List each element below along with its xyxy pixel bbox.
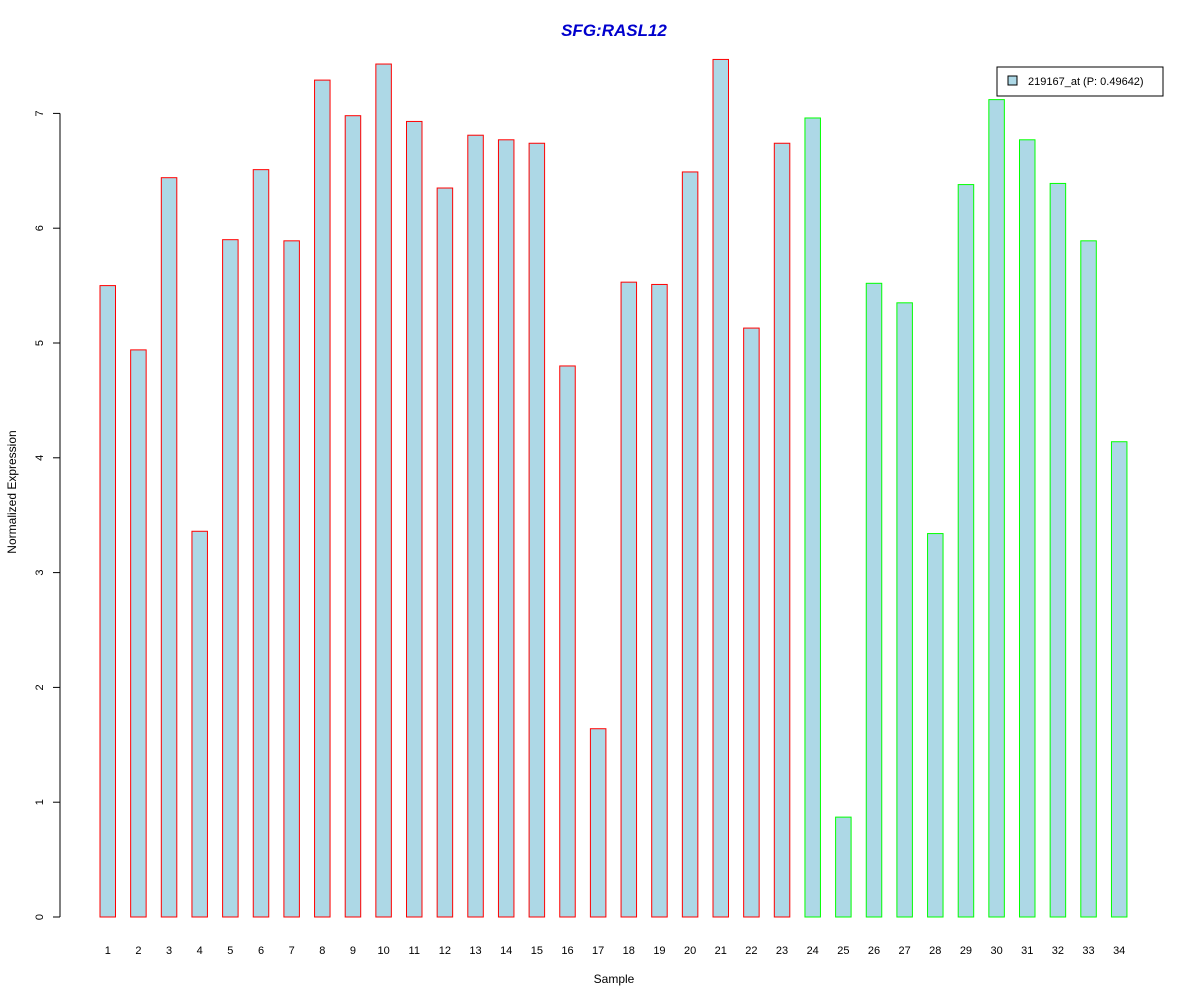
x-tick-label: 27	[899, 945, 911, 957]
y-tick-label: 1	[34, 799, 46, 805]
x-tick-label: 11	[409, 945, 420, 957]
bar-sample-26	[865, 282, 883, 918]
bar-sample-30	[988, 99, 1005, 918]
bar-sample-32	[1049, 182, 1067, 918]
x-tick-label: 33	[1082, 945, 1094, 957]
bar-sample-4	[191, 530, 208, 918]
x-axis-label: Sample	[594, 972, 635, 986]
bar-sample-14	[497, 139, 515, 918]
bar-sample-25	[835, 816, 852, 918]
x-tick-label: 16	[561, 945, 573, 957]
y-tick-label: 3	[34, 570, 46, 576]
legend-swatch	[1007, 75, 1018, 86]
x-tick-label: 3	[166, 945, 172, 957]
x-tick-label: 21	[715, 945, 727, 957]
bar-sample-23	[773, 142, 791, 918]
bar-sample-2	[130, 349, 147, 918]
x-tick-label: 20	[684, 945, 696, 957]
x-tick-labels: 1 2 3 4 5 6 7 8 9 10 11 12 13 14 15 16 17 18 19 20 21 22 23 24 2…	[105, 945, 1126, 957]
chart-title: SFG:RASL12	[561, 21, 667, 40]
bar-sample-29	[957, 184, 975, 918]
bar-sample-19	[651, 283, 668, 918]
x-tick-label: 29	[960, 945, 972, 957]
y-tick-label: 4	[34, 455, 46, 461]
x-tick-label: 8	[319, 945, 325, 957]
y-axis-label: Normalized Expression	[5, 430, 19, 553]
x-tick-label: 14	[500, 945, 512, 957]
x-tick-label: 17	[592, 945, 604, 957]
x-tick-label: 4	[197, 945, 203, 957]
legend-label: 219167_at (P: 0.49642)	[1028, 76, 1144, 88]
x-tick-label: 28	[929, 945, 941, 957]
bar-sample-8	[314, 79, 331, 918]
x-tick-label: 24	[807, 945, 819, 957]
x-tick-label: 15	[531, 945, 543, 957]
bar-sample-24	[804, 117, 821, 918]
bar-sample-22	[743, 327, 760, 918]
x-tick-label: 9	[350, 945, 356, 957]
bar-sample-28	[927, 533, 944, 918]
x-tick-label: 25	[837, 945, 849, 957]
bar-sample-33	[1080, 240, 1097, 918]
bar-sample-6	[252, 169, 270, 918]
bars-group	[99, 58, 1128, 918]
bar-sample-11	[406, 120, 423, 918]
x-tick-label: 6	[258, 945, 264, 957]
x-tick-label: 23	[776, 945, 788, 957]
bar-sample-16	[559, 365, 576, 918]
bar-sample-20	[681, 171, 699, 918]
y-axis: 0 1 2 3 4 5 6 7	[34, 110, 61, 920]
bar-sample-21	[712, 58, 729, 918]
x-tick-label: 12	[439, 945, 451, 957]
x-tick-label: 31	[1021, 945, 1033, 957]
x-tick-label: 34	[1113, 945, 1125, 957]
bar-sample-18	[620, 281, 638, 918]
x-tick-label: 5	[227, 945, 233, 957]
x-tick-label: 10	[377, 945, 389, 957]
x-tick-label: 32	[1052, 945, 1064, 957]
bar-sample-1	[99, 285, 116, 918]
y-tick-label: 5	[34, 340, 46, 346]
x-tick-label: 19	[653, 945, 665, 957]
legend-box	[996, 66, 1164, 97]
bar-sample-17	[589, 728, 607, 918]
bar-sample-12	[436, 187, 454, 918]
x-tick-label: 1	[105, 945, 111, 957]
bar-sample-13	[467, 134, 484, 918]
x-tick-label: 30	[990, 945, 1002, 957]
bar-sample-31	[1019, 139, 1036, 918]
bar-sample-3	[160, 177, 178, 918]
x-tick-label: 7	[289, 945, 295, 957]
bar-sample-34	[1110, 441, 1128, 918]
y-tick-label: 2	[34, 684, 46, 690]
bar-sample-10	[375, 63, 392, 918]
bar-sample-5	[222, 239, 239, 918]
y-tick-label: 6	[34, 225, 46, 231]
y-tick-label: 0	[34, 914, 46, 920]
legend: 219167_at (P: 0.49642)	[996, 66, 1164, 97]
x-tick-label: 18	[623, 945, 635, 957]
x-tick-label: 22	[745, 945, 757, 957]
bar-sample-15	[528, 142, 546, 918]
bar-sample-9	[344, 115, 362, 918]
bar-sample-7	[283, 240, 300, 918]
y-tick-label: 7	[34, 110, 46, 116]
x-tick-label: 26	[868, 945, 880, 957]
bar-sample-27	[896, 302, 913, 918]
x-tick-label: 2	[135, 945, 141, 957]
x-tick-label: 13	[469, 945, 481, 957]
